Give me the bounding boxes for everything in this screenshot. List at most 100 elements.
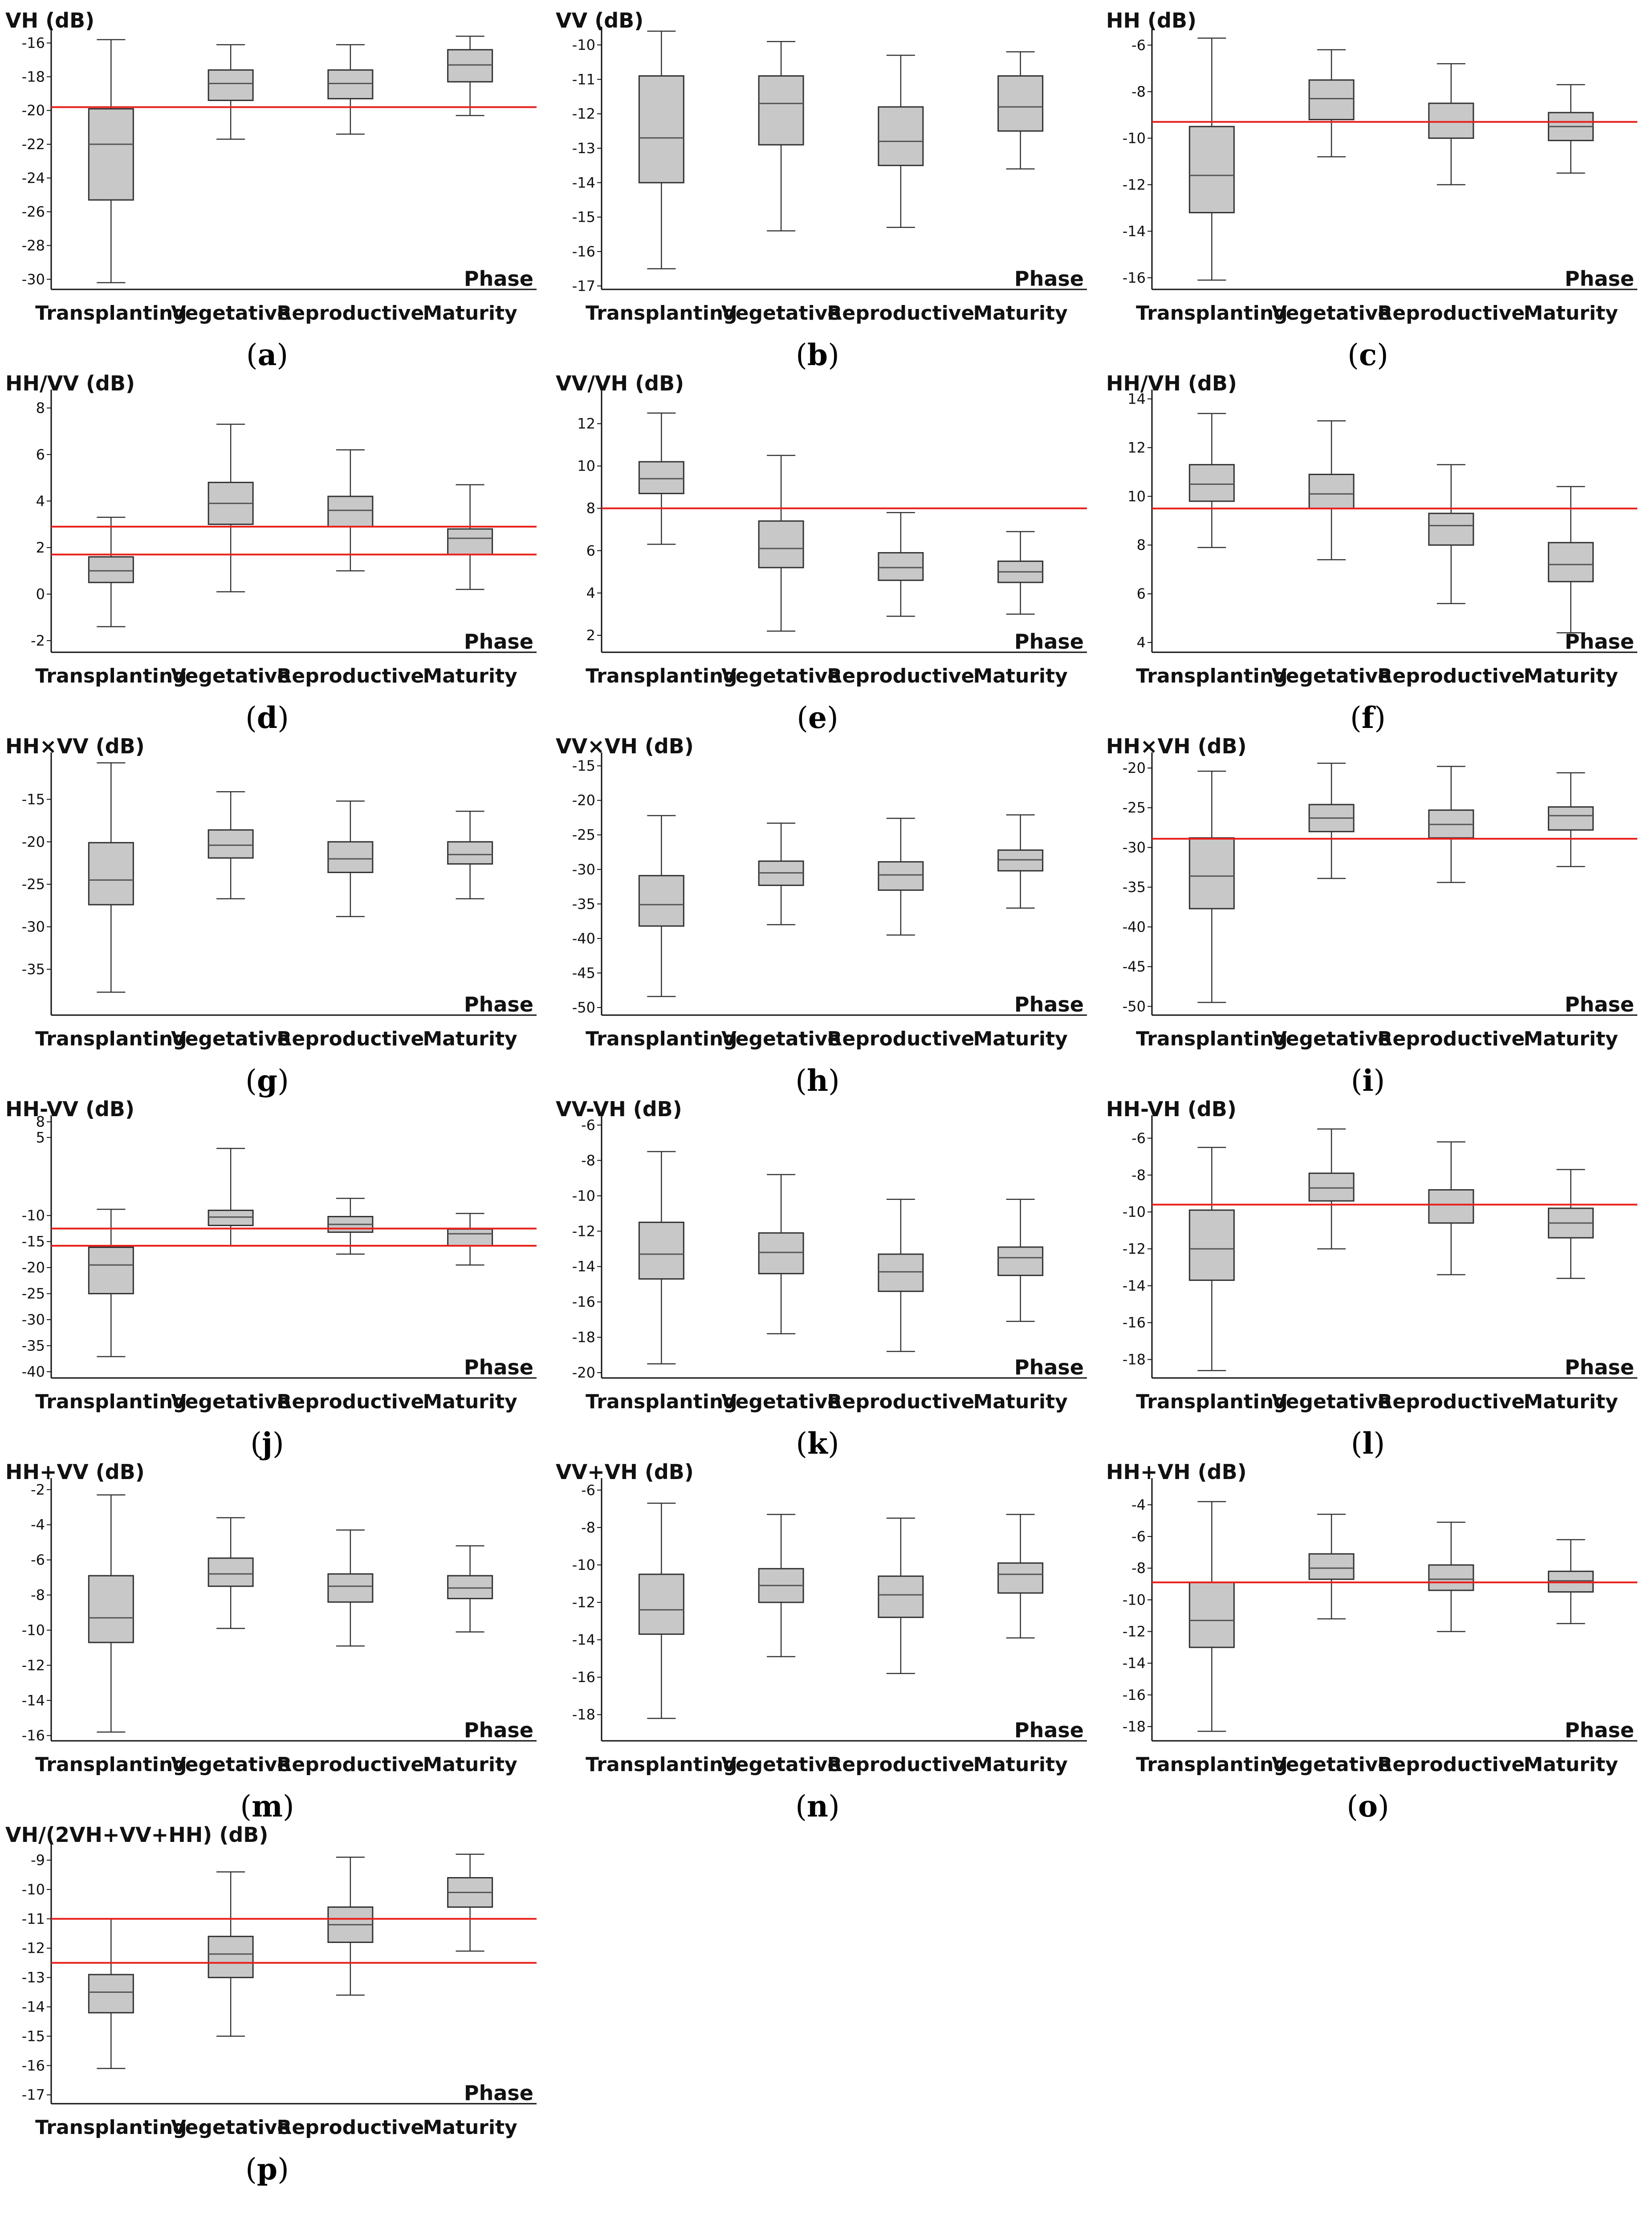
iqr-box [327, 69, 374, 100]
y-tick-label: -18 [572, 1706, 595, 1723]
y-tick-label: 2 [586, 627, 595, 644]
box-transplanting [1188, 1146, 1235, 1371]
y-tick-label: -12 [1123, 1623, 1146, 1640]
panel-title: VV+VH (dB) [556, 1460, 694, 1484]
category-label: Reproductive [1378, 1753, 1525, 1776]
y-tick-label: 6 [586, 542, 595, 559]
box-transplanting [88, 1918, 134, 2069]
box-maturity [447, 484, 493, 590]
y-tick-label: -35 [22, 961, 45, 978]
box-vegetative [208, 791, 254, 899]
y-tick-label: -28 [22, 237, 45, 254]
panel-title: HH/VH (dB) [1106, 371, 1237, 395]
box-vegetative [208, 44, 254, 140]
category-label: Transplanting [35, 1390, 187, 1413]
category-label: Maturity [973, 1028, 1067, 1050]
y-tick-label: -8 [1131, 1166, 1146, 1183]
y-tick-label: -26 [22, 203, 45, 220]
y-tick-label: 6 [1137, 585, 1146, 602]
category-label: Reproductive [827, 665, 975, 687]
box-transplanting [88, 516, 134, 627]
iqr-box [758, 1232, 804, 1275]
box-transplanting [1188, 413, 1235, 548]
y-tick-label: 8 [1137, 536, 1146, 553]
y-tick-label: -6 [581, 1482, 595, 1499]
iqr-box [88, 842, 134, 906]
category-label: Transplanting [35, 302, 187, 325]
panel-a: VH (dB) -16 -18 -20 -22 -24 -26 -28 -30 Phase Tran… [5, 8, 537, 372]
y-tick-label: -13 [572, 140, 595, 157]
y-tick-label: -16 [22, 1727, 45, 1744]
panel-g: HH×VV (dB) -15 -20 -25 -30 -35 Phase Transplant… [5, 734, 537, 1098]
y-tick-label: -12 [22, 1940, 45, 1957]
category-label: Vegetative [171, 2116, 290, 2139]
iqr-box [208, 1557, 254, 1587]
box-maturity [997, 1199, 1044, 1322]
iqr-box [1188, 464, 1235, 502]
panel-caption: (m) [240, 1789, 294, 1824]
category-label: Vegetative [171, 1753, 290, 1776]
y-tick-label: 12 [577, 415, 595, 432]
y-tick-label: -12 [22, 1657, 45, 1674]
category-label: Reproductive [827, 302, 975, 325]
phase-label: Phase [1565, 1718, 1634, 1742]
panel-title: HH-VV (dB) [5, 1097, 134, 1121]
panel-title: VH/(2VH+VV+HH) (dB) [5, 1823, 268, 1847]
category-label: Transplanting [586, 665, 737, 687]
y-tick-label: -16 [572, 1669, 595, 1686]
panel-caption: (g) [245, 1063, 289, 1098]
panel-caption: (k) [796, 1426, 839, 1461]
box-reproductive [327, 1529, 374, 1647]
y-tick-label: -12 [572, 106, 595, 122]
category-label: Vegetative [721, 1028, 841, 1050]
category-label: Vegetative [1272, 665, 1391, 687]
box-reproductive [878, 1199, 924, 1352]
category-label: Maturity [1523, 302, 1618, 325]
y-tick-label: -15 [22, 2028, 45, 2044]
panel-m: HH+VV (dB)-2 -4 -6 -8 -10 -12 -14 -16 Phase Trans… [5, 1460, 537, 1824]
panel-caption: (c) [1347, 337, 1388, 372]
box-transplanting [638, 1151, 684, 1365]
category-label: Reproductive [277, 1753, 424, 1776]
box-vegetative [758, 41, 804, 232]
y-tick-label: -2 [31, 1481, 45, 1498]
box-reproductive [327, 800, 374, 917]
panel-caption: (b) [796, 337, 839, 372]
y-tick-label: -15 [572, 757, 595, 774]
phase-label: Phase [1014, 267, 1084, 291]
box-reproductive [878, 1517, 924, 1674]
iqr-box [447, 528, 493, 556]
panel-e: VV/VH (dB) 12 10 8 6 4 2 Phase TransplantingVege… [556, 371, 1087, 735]
y-tick-label: 8 [586, 500, 595, 517]
y-tick-label: -30 [572, 861, 595, 878]
category-label: Maturity [1523, 1753, 1618, 1776]
panel-l: HH-VH (dB) -6 -8 -10 -12 -14 -16 -18 Phase Transp… [1106, 1097, 1637, 1461]
y-tick-label: -8 [31, 1587, 45, 1604]
iqr-box [997, 1562, 1044, 1594]
y-tick-label: -20 [22, 102, 45, 119]
y-tick-label: -8 [1131, 1560, 1146, 1577]
y-tick-label: 14 [1127, 390, 1146, 407]
box-vegetative [1308, 1128, 1355, 1250]
y-tick-label: 4 [36, 492, 45, 509]
box-maturity [1548, 772, 1594, 867]
y-tick-label: 8 [36, 1114, 45, 1130]
box-maturity [1548, 486, 1594, 634]
y-tick-label: 10 [1127, 488, 1146, 505]
y-tick-label: -40 [1123, 919, 1146, 935]
box-reproductive [1428, 766, 1474, 883]
box-transplanting [638, 412, 684, 545]
y-tick-label: -4 [1131, 1496, 1146, 1513]
box-transplanting [88, 1208, 134, 1357]
y-tick-label: -9 [31, 1852, 45, 1869]
y-tick-label: -40 [22, 1363, 45, 1380]
y-tick-label: -12 [572, 1223, 595, 1240]
y-tick-label: -6 [581, 1117, 595, 1134]
category-label: Vegetative [171, 665, 290, 687]
box-maturity [1548, 1169, 1594, 1279]
category-label: Maturity [1523, 665, 1618, 687]
y-tick-label: 2 [36, 539, 45, 556]
iqr-box [1428, 1564, 1474, 1591]
y-tick-label: -20 [22, 833, 45, 850]
y-tick-label: -25 [572, 826, 595, 843]
